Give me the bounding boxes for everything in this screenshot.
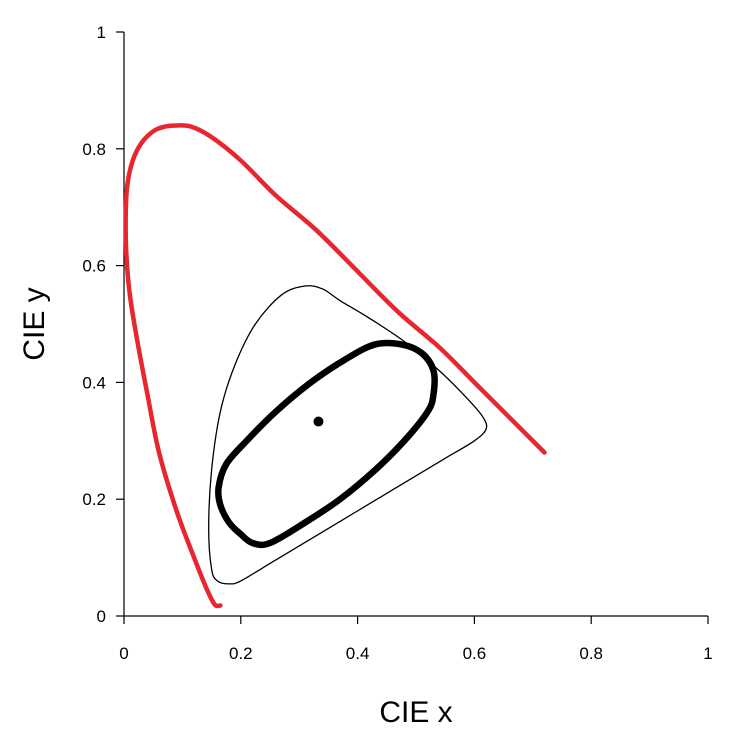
- y-tick-label: 0.6: [82, 257, 106, 276]
- y-tick-label: 1: [97, 23, 106, 42]
- y-tick-label: 0: [97, 607, 106, 626]
- x-axis-title: CIE x: [379, 696, 452, 729]
- y-tick-label: 0.2: [82, 490, 106, 509]
- y-axis-title: CIE y: [18, 287, 51, 360]
- mid-ellipse-line: [214, 339, 438, 549]
- series-layer: [123, 123, 547, 609]
- y-tick-label: 0.8: [82, 140, 106, 159]
- x-tick-label: 0.4: [346, 644, 370, 663]
- x-tick-label: 0.2: [229, 644, 253, 663]
- x-tick-label: 0: [119, 644, 128, 663]
- white-point-dot: [313, 416, 324, 427]
- x-tick-label: 1: [703, 644, 712, 663]
- spectral-locus-line: [123, 123, 547, 609]
- points-layer: [313, 416, 324, 427]
- ticks: 0 0.2 0.4 0.6 0.8 1 0 0.2 0.4 0.6 0.8 1: [82, 23, 712, 663]
- x-tick-label: 0.6: [463, 644, 487, 663]
- axes: [123, 32, 708, 617]
- y-tick-label: 0.4: [82, 373, 106, 392]
- x-tick-label: 0.8: [579, 644, 603, 663]
